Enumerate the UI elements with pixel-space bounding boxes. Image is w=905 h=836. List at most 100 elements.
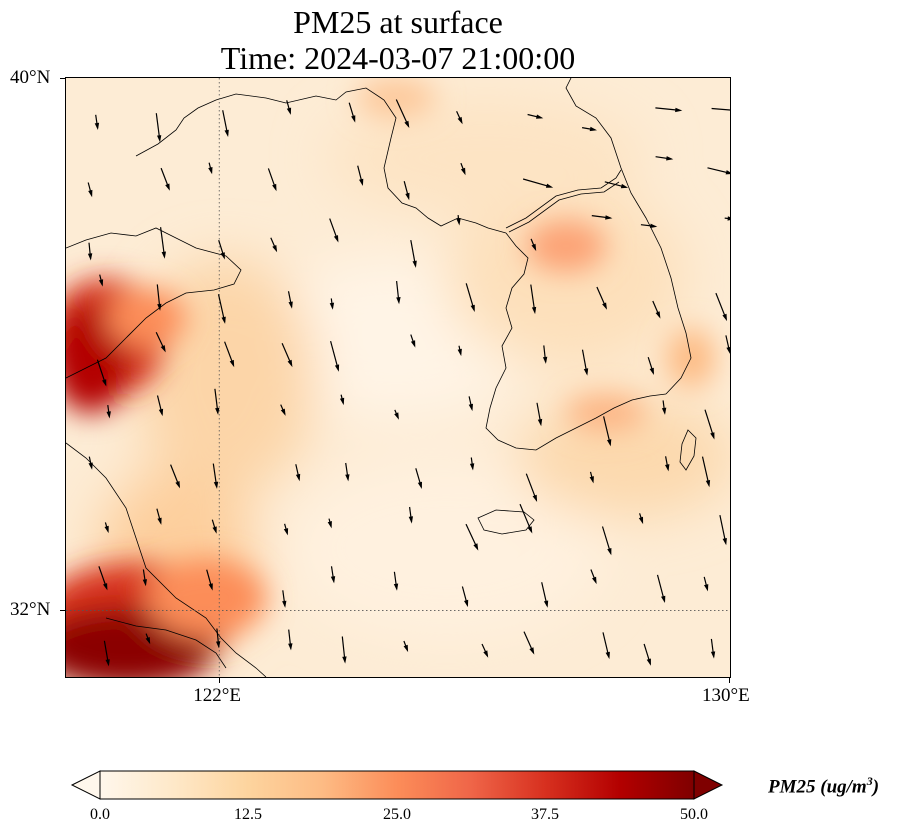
wind-arrow-head xyxy=(704,584,709,592)
wind-arrow-head xyxy=(359,178,364,186)
colorbar-label-end: ) xyxy=(872,776,880,798)
wind-arrow-head xyxy=(405,192,410,201)
wind-arrow-head xyxy=(543,600,549,608)
wind-arrow-head xyxy=(333,235,339,243)
wind-arrow-head xyxy=(157,303,162,311)
wind-arrow-head xyxy=(351,115,356,123)
wind-arrow-head xyxy=(339,397,345,406)
colorbar-label-sup: 3 xyxy=(866,774,873,788)
wind-arrow-head xyxy=(286,107,292,115)
gridlines xyxy=(66,78,730,677)
colorbar-tick-4: 50.0 xyxy=(680,806,708,823)
map-title: PM25 at surface Time: 2024-03-07 21:00:0… xyxy=(66,4,730,76)
korea-east-coast xyxy=(565,78,692,395)
wind-arrow-head xyxy=(456,218,461,226)
wind-arrow-head xyxy=(605,215,613,220)
wind-arrow-head xyxy=(94,122,100,130)
wind-arrow-head xyxy=(607,548,612,556)
wind-arrow-head xyxy=(404,120,410,128)
wind-arrow-head xyxy=(288,301,293,309)
wind-arrow-head xyxy=(661,595,666,603)
wind-arrow-head xyxy=(646,658,651,666)
dmz-line-2 xyxy=(508,181,620,233)
liaodong-coast xyxy=(135,87,507,234)
wind-arrow-head xyxy=(583,368,589,376)
lon-tick-mark-122 xyxy=(219,677,221,683)
lat-tick-40: 40°N xyxy=(10,67,51,88)
wind-arrow-head xyxy=(638,516,644,525)
wind-arrow-head xyxy=(529,647,535,655)
wind-arrow-head xyxy=(393,583,399,591)
wind-arrow-head xyxy=(327,521,332,529)
lat-tick-mark-40 xyxy=(60,78,66,79)
wind-arrow-head xyxy=(287,359,293,368)
wind-arrow-head xyxy=(224,129,229,137)
wind-arrow-head xyxy=(545,183,554,188)
wind-arrow-head xyxy=(272,183,277,192)
wind-arrow-head xyxy=(334,364,340,372)
wind-arrow-head xyxy=(710,651,716,659)
tsushima-island xyxy=(679,429,697,471)
shandong-peninsula xyxy=(66,227,242,379)
wind-arrow-head xyxy=(417,481,422,489)
wind-arrow-head xyxy=(483,650,489,658)
wind-arrow-head xyxy=(675,107,683,113)
wind-arrow-head xyxy=(542,356,548,364)
wind-arrow-head xyxy=(602,302,607,310)
wind-arrow-head xyxy=(161,251,166,259)
wind-arrow-head xyxy=(229,359,235,368)
wind-arrow-head xyxy=(103,583,108,591)
colorbar-gradient xyxy=(99,770,695,800)
wind-arrow-head xyxy=(666,156,674,161)
wind-arrow-head xyxy=(329,302,335,310)
colorbar-label-main: PM25 (ug/m xyxy=(768,776,867,798)
wind-arrow-head xyxy=(87,253,93,261)
wind-arrow-head xyxy=(295,473,301,482)
wind-arrow-head xyxy=(142,579,147,587)
wind-arrow-head xyxy=(727,216,730,221)
wind-arrow-head xyxy=(220,252,225,260)
wind-arrow-head xyxy=(208,167,213,175)
wind-arrow-head xyxy=(655,311,661,319)
wind-arrow-head xyxy=(464,599,469,608)
colorbar-tick-0: 0.0 xyxy=(90,806,110,823)
colorbar-tick-2: 25.0 xyxy=(383,806,411,823)
wind-arrow-head xyxy=(104,525,109,534)
wind-arrow-head xyxy=(705,480,711,488)
wind-arrow-head xyxy=(726,346,730,354)
wind-arrow-head xyxy=(592,576,597,585)
wind-arrow-head xyxy=(215,407,220,415)
colorbar-tick-3: 37.5 xyxy=(531,806,559,823)
wind-arrow-head xyxy=(661,407,667,415)
wind-arrow-head xyxy=(106,411,111,419)
wind-arrow-head xyxy=(531,243,537,252)
wind-arrow-head xyxy=(457,116,463,125)
wind-arrow-head xyxy=(469,463,475,471)
wind-arrow-head xyxy=(280,408,286,416)
wind-arrow-head xyxy=(102,379,107,387)
wind-arrow-head xyxy=(403,644,409,653)
wind-arrow-head xyxy=(157,135,162,143)
wind-arrow-shaft xyxy=(711,107,730,111)
wind-arrow-head xyxy=(272,245,278,253)
wind-arrow-head xyxy=(216,641,221,649)
wind-arrow-head xyxy=(157,517,162,525)
wind-arrow-head xyxy=(408,516,413,524)
yangtze-estuary xyxy=(105,617,227,669)
pm25-map xyxy=(66,78,730,677)
wind-arrow-head xyxy=(288,643,293,651)
wind-arrow-head xyxy=(410,340,416,348)
title-line-2: Time: 2024-03-07 21:00:00 xyxy=(220,40,576,76)
wind-arrow-head xyxy=(607,439,612,447)
wind-arrow-head xyxy=(665,464,670,472)
wind-arrow-head xyxy=(589,476,594,484)
title-line-1: PM25 at surface xyxy=(293,4,503,40)
jeju-island xyxy=(477,509,535,535)
lat-tick-32: 32°N xyxy=(10,599,51,621)
wind-arrow-head xyxy=(412,260,417,268)
wind-arrow-head xyxy=(282,600,287,608)
lat-tick-mark-32 xyxy=(60,610,66,612)
wind-arrow-head xyxy=(536,114,544,119)
wind-arrow-head xyxy=(158,408,164,417)
wind-arrow-head xyxy=(532,494,538,502)
